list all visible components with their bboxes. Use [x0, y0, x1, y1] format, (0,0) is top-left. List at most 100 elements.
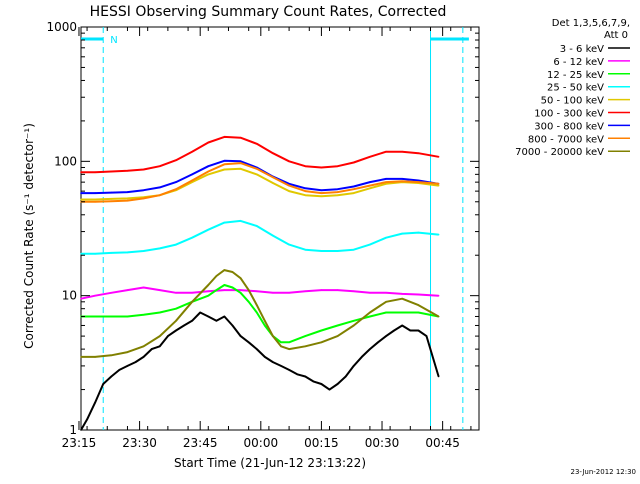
- plot-frame: [80, 26, 480, 431]
- data-point: [255, 304, 258, 306]
- data-point: [142, 168, 145, 171]
- data-point: [425, 335, 428, 337]
- data-point: [142, 314, 145, 316]
- data-point: [385, 178, 387, 180]
- data-point: [369, 181, 371, 183]
- data-point: [369, 348, 371, 350]
- data-point: [159, 345, 161, 348]
- data-point: [336, 165, 339, 167]
- data-point: [417, 304, 420, 306]
- data-point: [191, 320, 193, 322]
- data-point: [80, 356, 82, 358]
- data-point: [288, 292, 290, 294]
- data-point: [437, 184, 440, 187]
- data-point: [239, 335, 242, 337]
- data-point: [272, 176, 274, 179]
- data-point: [175, 292, 177, 294]
- data-point: [142, 189, 145, 191]
- data-point: [223, 168, 226, 171]
- x-tick-label: 00:45: [425, 436, 460, 450]
- data-point: [86, 418, 88, 421]
- data-point: [126, 289, 129, 291]
- data-point: [191, 173, 193, 176]
- data-point: [175, 159, 177, 161]
- data-point: [304, 335, 307, 337]
- data-point: [437, 233, 440, 236]
- data-point: [110, 292, 113, 294]
- data-point: [126, 365, 129, 367]
- data-point: [401, 180, 404, 183]
- legend-label: 12 - 25 keV: [547, 70, 604, 81]
- data-point: [207, 141, 210, 144]
- data-point: [223, 289, 226, 291]
- data-point: [385, 292, 387, 294]
- data-point: [175, 181, 177, 183]
- x-tick-label: 00:00: [244, 436, 279, 450]
- data-point: [183, 324, 185, 327]
- data-point: [417, 311, 420, 314]
- data-point: [175, 307, 177, 310]
- data-point: [288, 160, 290, 163]
- data-point: [320, 195, 323, 197]
- data-point: [385, 236, 387, 239]
- data-point: [239, 168, 242, 170]
- data-point: [304, 187, 307, 190]
- data-point: [126, 351, 129, 353]
- data-point: [437, 375, 440, 378]
- data-point: [264, 320, 266, 322]
- data-point: [336, 289, 339, 291]
- data-point: [272, 182, 274, 184]
- data-point: [401, 178, 404, 180]
- data-point: [352, 188, 355, 190]
- x-tick-label: 23:15: [62, 436, 97, 450]
- data-point: [191, 150, 193, 153]
- legend-detector-line1: Det 1,3,5,6,7,9,: [552, 18, 630, 29]
- data-point: [352, 192, 355, 194]
- data-point: [110, 315, 113, 318]
- data-point: [223, 136, 226, 138]
- data-point: [247, 341, 250, 344]
- data-point: [288, 243, 290, 246]
- data-point: [369, 315, 371, 318]
- data-point: [175, 329, 177, 332]
- data-point: [304, 375, 307, 378]
- data-point: [401, 150, 404, 153]
- data-point: [417, 181, 420, 183]
- data-point: [215, 289, 218, 291]
- data-point: [110, 191, 113, 194]
- series-line-3-6-kev: [80, 311, 440, 431]
- data-point: [159, 335, 161, 337]
- data-point: [94, 192, 96, 194]
- data-point: [352, 365, 355, 367]
- legend-label: 3 - 6 keV: [560, 44, 604, 55]
- data-point: [239, 292, 242, 294]
- data-point: [207, 284, 210, 286]
- data-point: [207, 170, 210, 173]
- data-point: [437, 315, 440, 318]
- data-point: [437, 156, 440, 158]
- data-point: [352, 248, 355, 251]
- data-point: [352, 320, 355, 322]
- data-point: [126, 191, 129, 193]
- data-point: [142, 345, 145, 348]
- data-point: [320, 189, 323, 191]
- data-point: [126, 170, 129, 172]
- data-point: [159, 165, 161, 167]
- data-point: [94, 315, 96, 318]
- data-point: [255, 290, 258, 293]
- data-point: [369, 292, 371, 294]
- data-point: [369, 184, 371, 187]
- data-point: [437, 183, 440, 185]
- data-point: [80, 253, 82, 255]
- series-line-100-300-kev: [81, 135, 439, 174]
- data-point: [336, 194, 339, 196]
- data-point: [272, 292, 274, 294]
- data-point: [336, 335, 339, 337]
- data-point: [207, 315, 210, 318]
- data-point: [385, 335, 387, 337]
- data-point: [401, 324, 404, 327]
- data-point: [126, 199, 129, 202]
- data-point: [110, 200, 113, 202]
- data-point: [94, 401, 96, 404]
- data-point: [207, 173, 210, 176]
